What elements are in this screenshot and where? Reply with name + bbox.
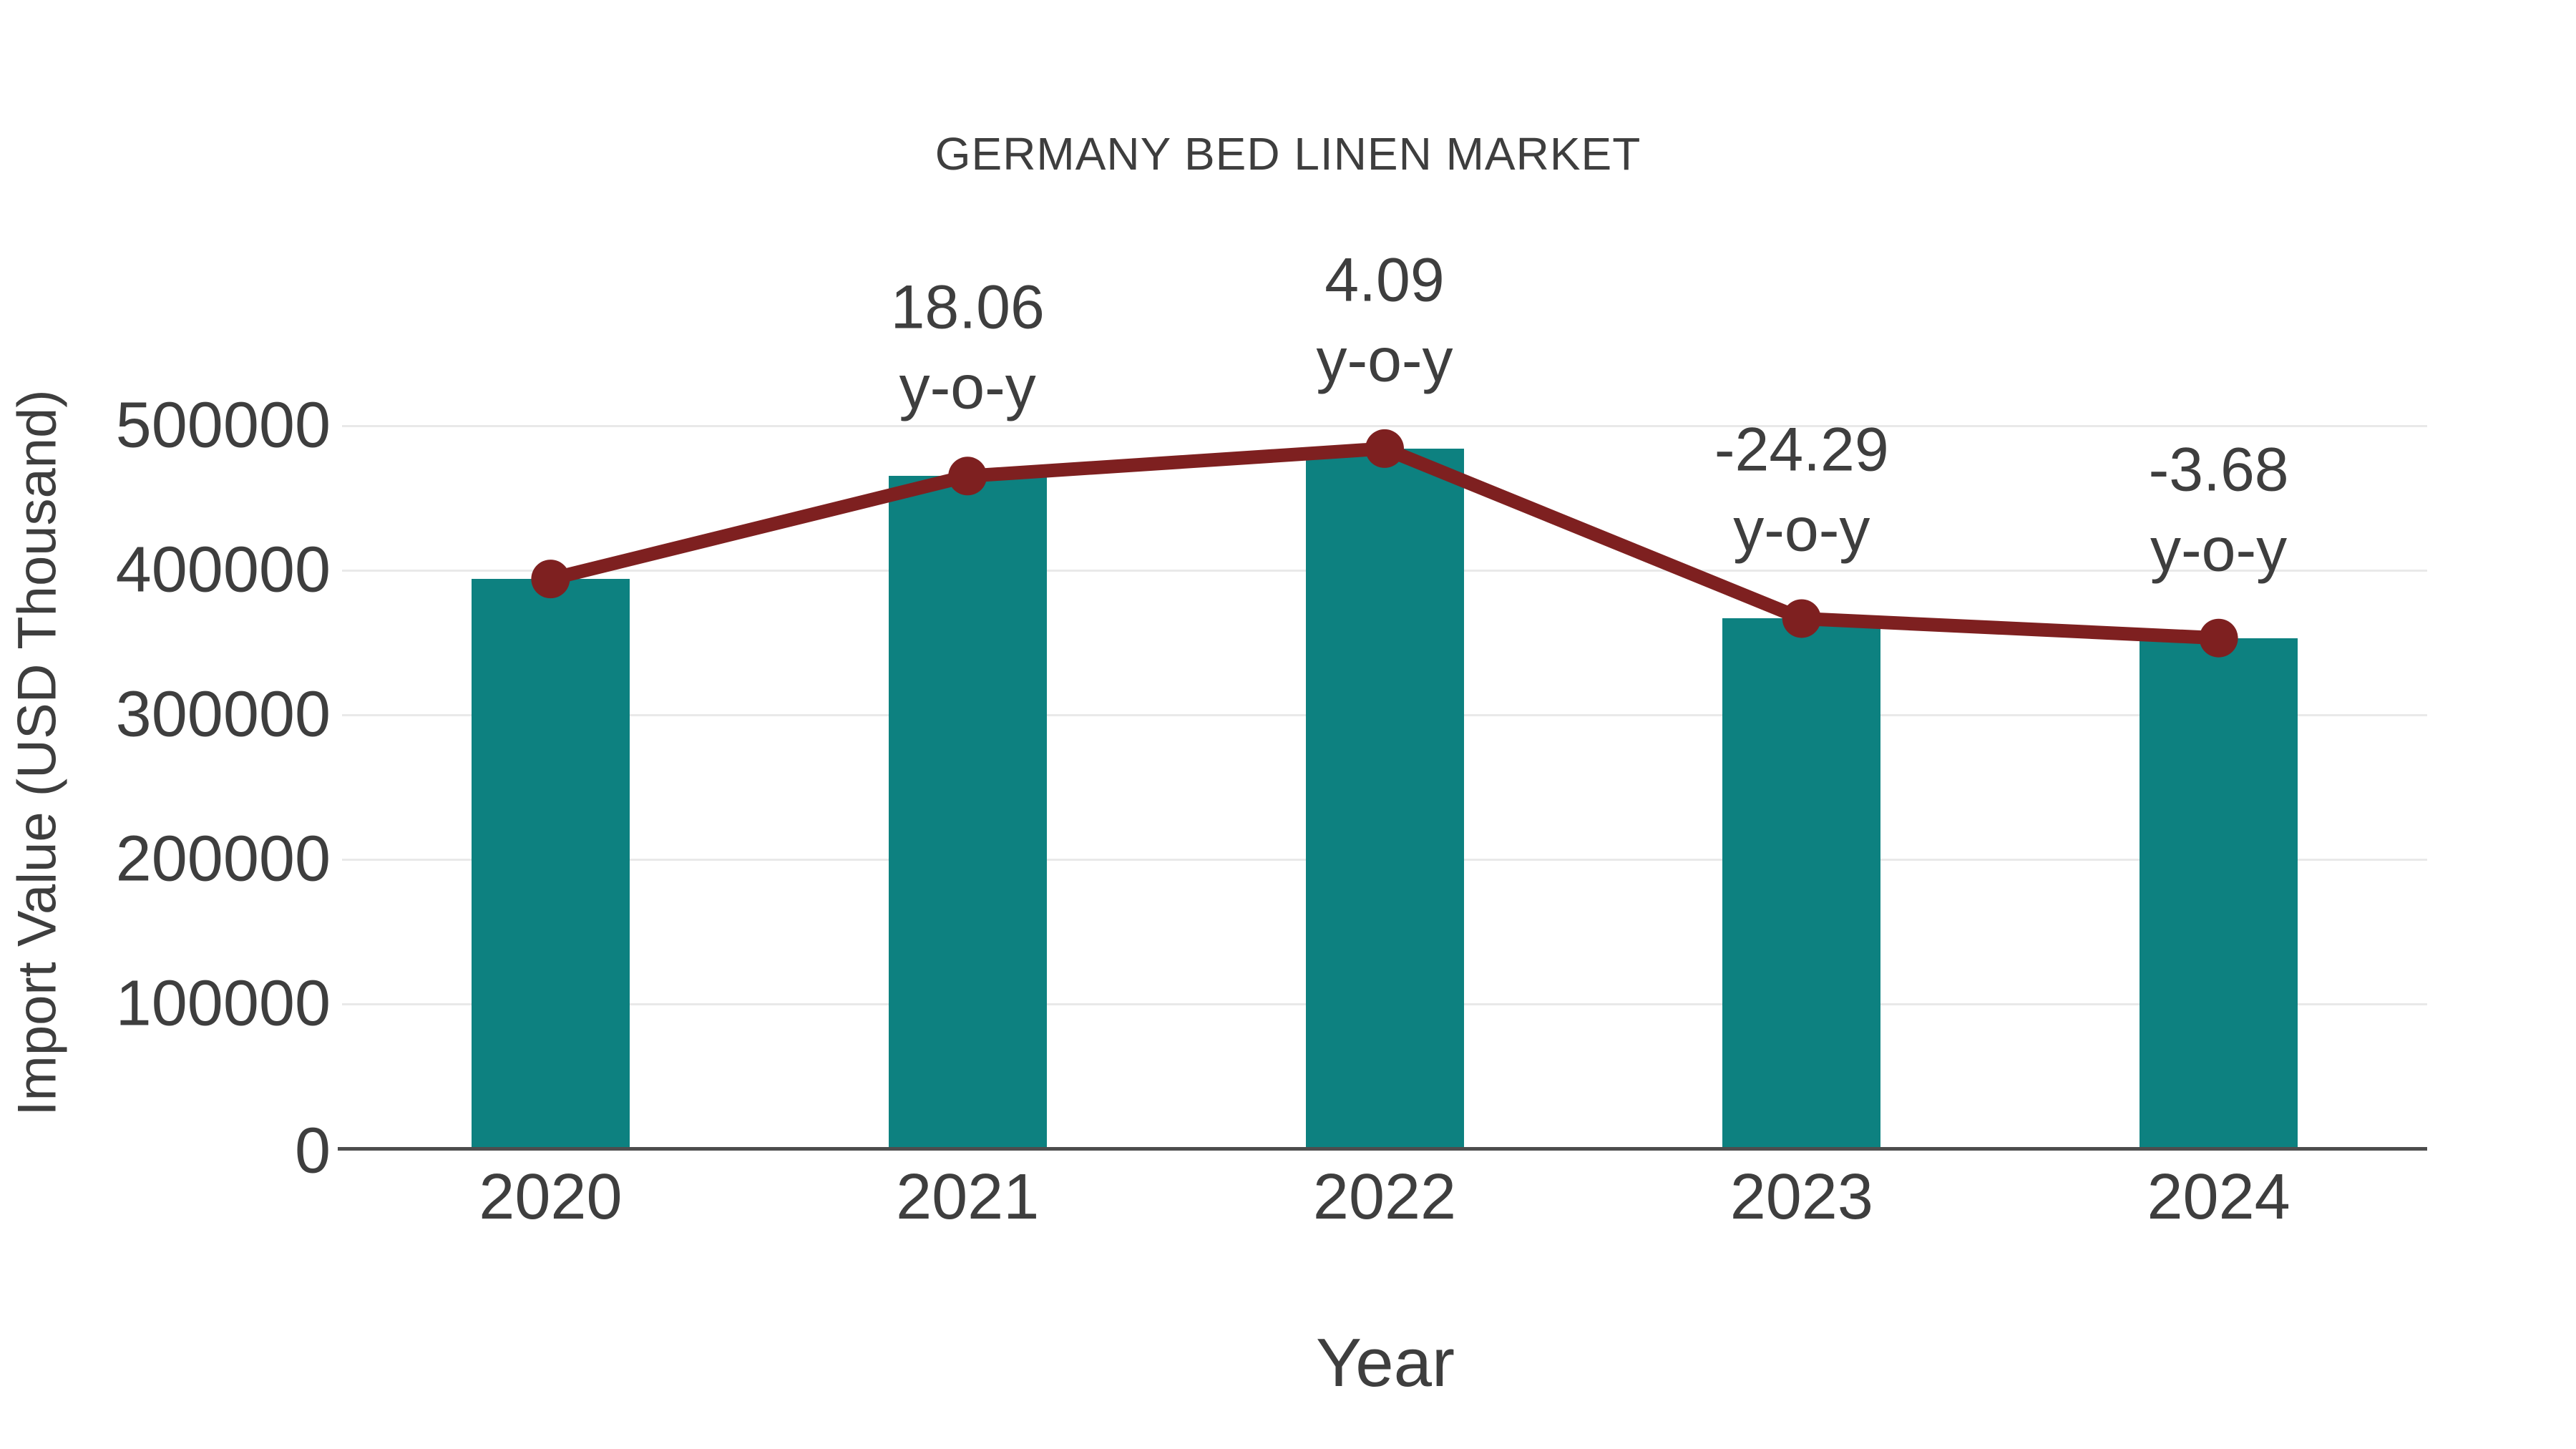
bar-2023 xyxy=(1722,618,1881,1148)
y-tick-label: 300000 xyxy=(115,678,331,751)
x-tick-label: 2023 xyxy=(1729,1161,1873,1233)
y-tick-label: 500000 xyxy=(115,389,331,462)
annotation-2023-label: y-o-y xyxy=(1733,495,1870,565)
annotation-2021-value: 18.06 xyxy=(890,273,1045,342)
y-tick-label: 100000 xyxy=(115,967,331,1040)
annotation-2024-label: y-o-y xyxy=(2150,515,2288,585)
annotation-2022-label: y-o-y xyxy=(1316,326,1453,395)
gridline xyxy=(342,424,2427,427)
annotation-2023-value: -24.29 xyxy=(1714,415,1889,484)
annotation-2021-label: y-o-y xyxy=(899,353,1036,422)
annotation-2024-value: -3.68 xyxy=(2148,435,2289,504)
bar-2024 xyxy=(2140,638,2298,1148)
chart-title: GERMANY BED LINEN MARKET xyxy=(935,128,1641,180)
y-tick-label: 200000 xyxy=(115,823,331,895)
x-tick-label: 2024 xyxy=(2147,1161,2290,1233)
y-tick-label: 0 xyxy=(294,1115,331,1187)
bar-2021 xyxy=(888,476,1047,1148)
x-axis-title: Year xyxy=(1316,1324,1455,1401)
annotation-2022-value: 4.09 xyxy=(1324,245,1445,315)
x-axis-line xyxy=(338,1147,2427,1151)
bar-2022 xyxy=(1305,448,1464,1148)
y-tick-label: 400000 xyxy=(115,534,331,606)
x-tick-label: 2020 xyxy=(479,1161,623,1233)
x-tick-label: 2021 xyxy=(896,1161,1040,1233)
x-tick-label: 2022 xyxy=(1312,1161,1457,1233)
bar-2020 xyxy=(471,579,630,1148)
